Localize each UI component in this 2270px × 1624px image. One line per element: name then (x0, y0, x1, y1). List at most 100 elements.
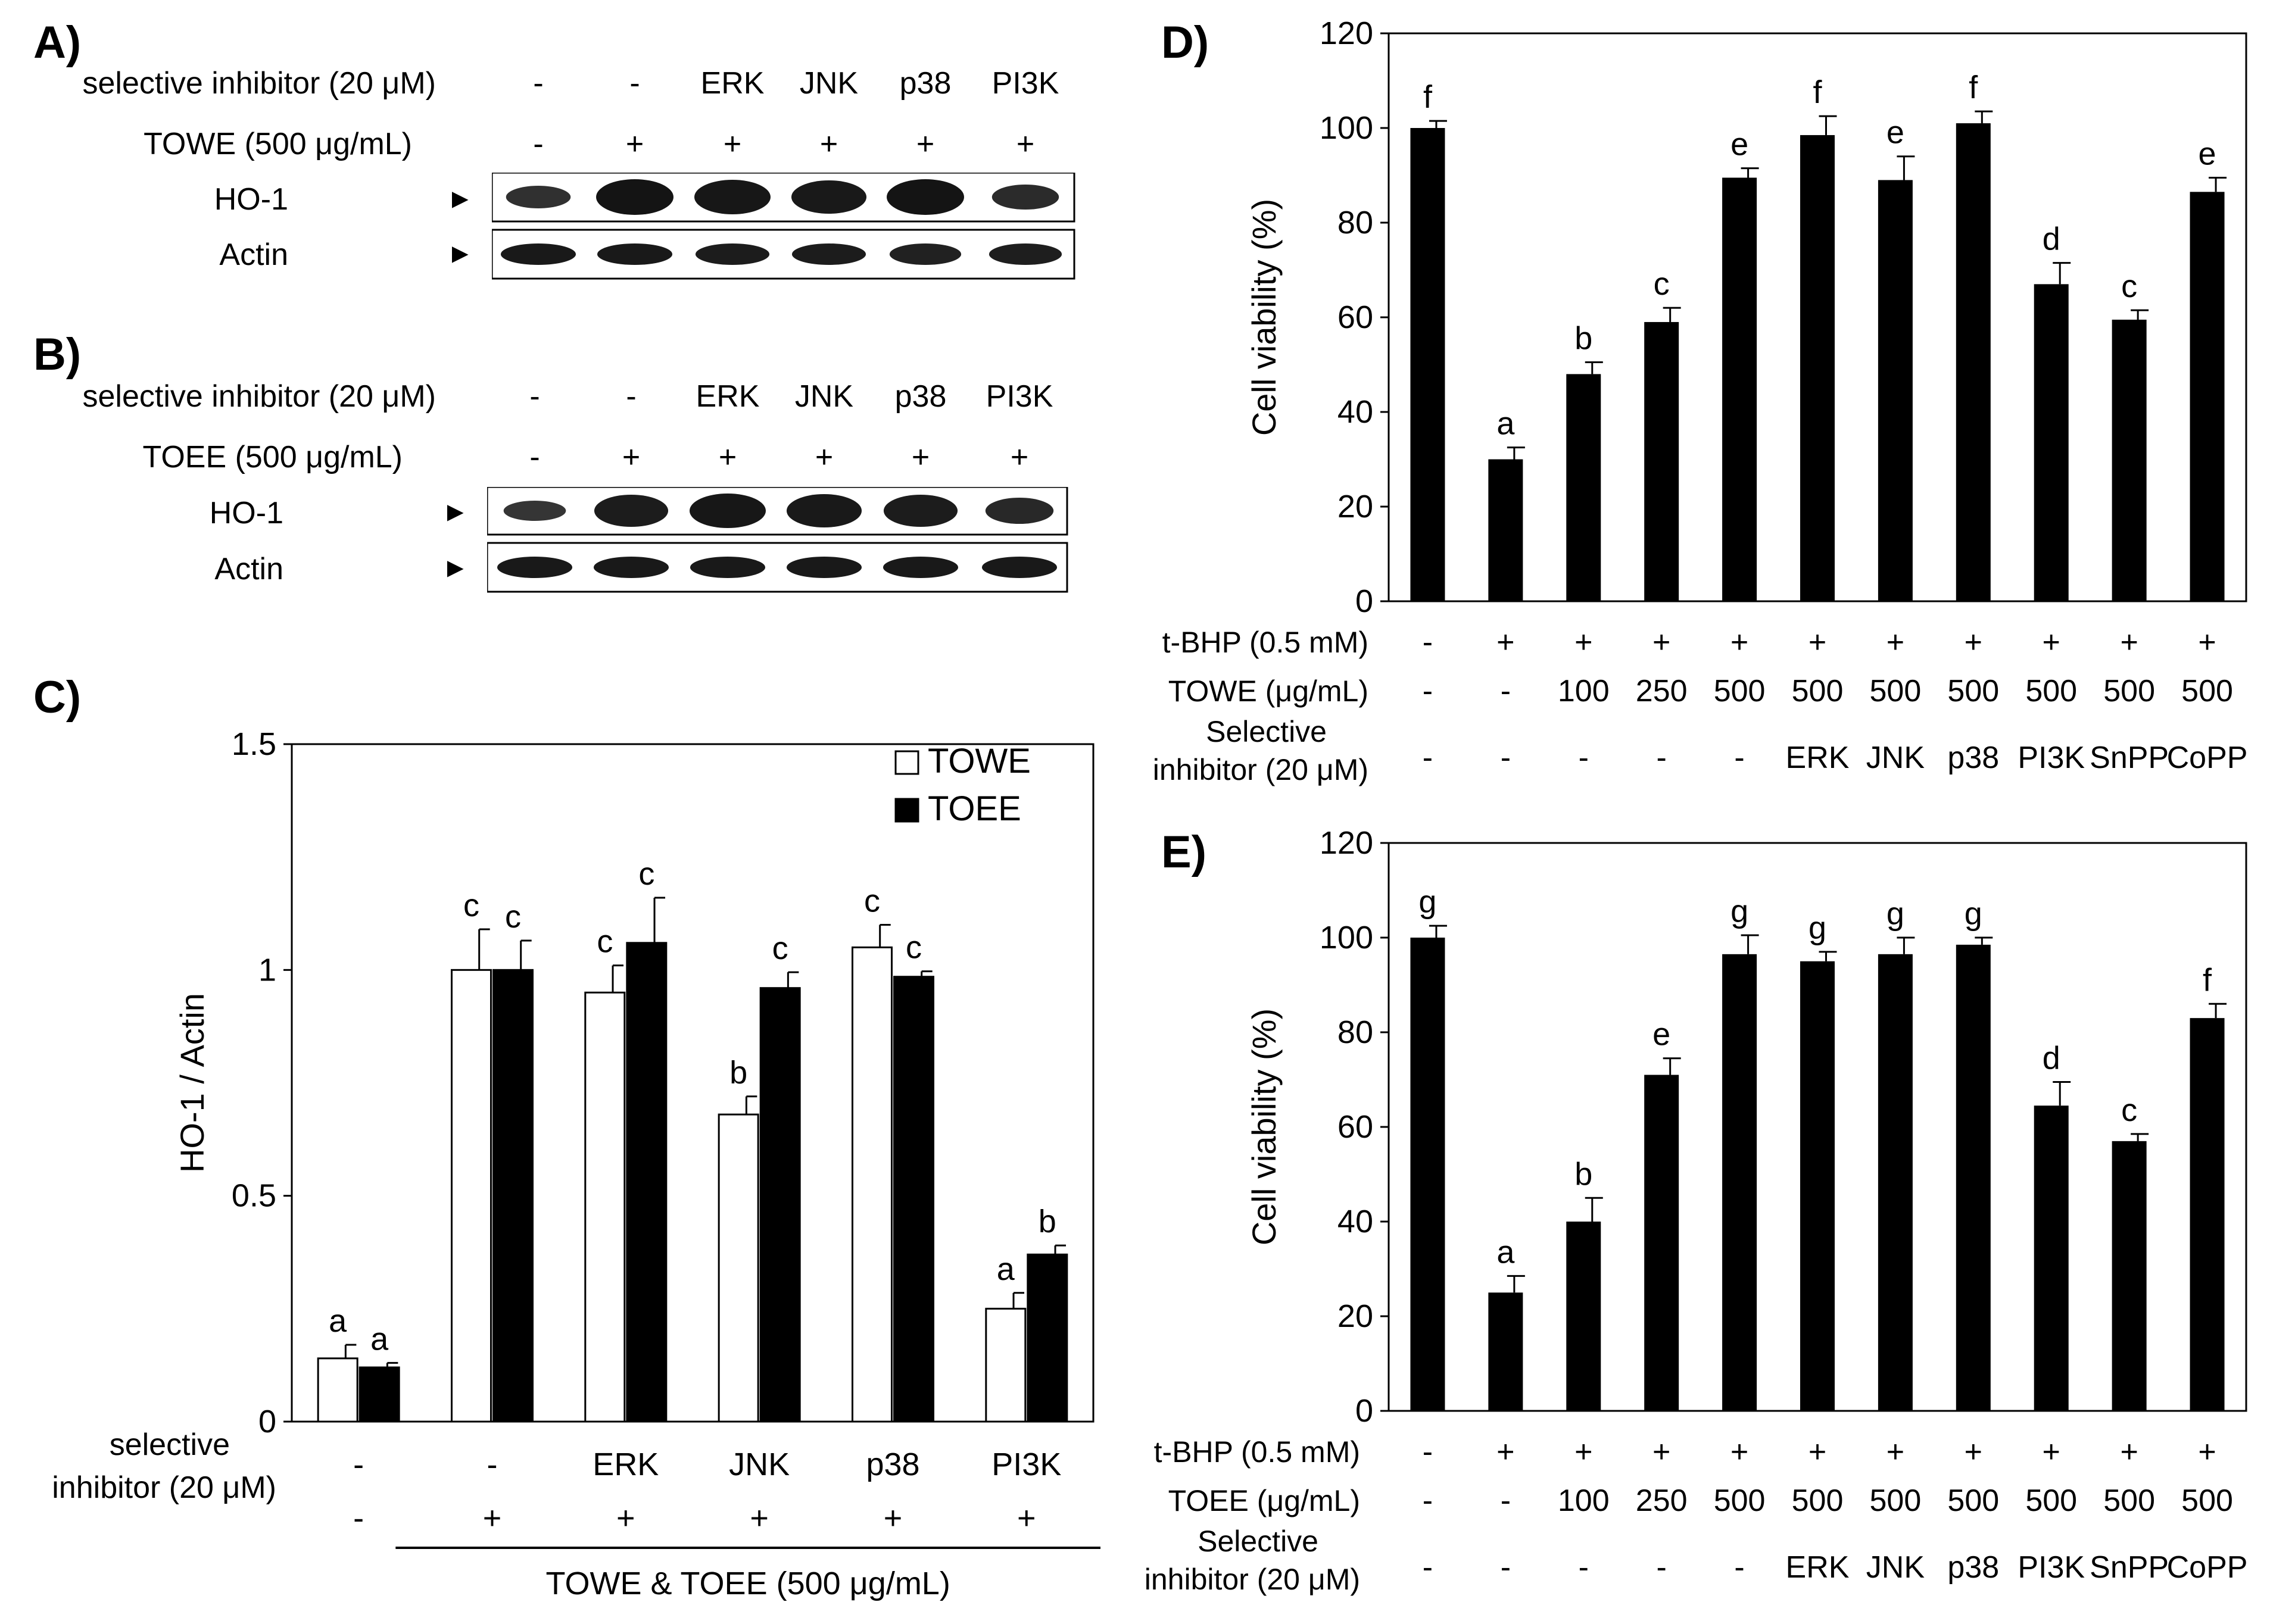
panel-c-label: C) (33, 672, 82, 723)
panel_b-actin-band (786, 557, 862, 578)
chart-d-ytick-label: 80 (1337, 205, 1373, 241)
chart-e-row1-value: 100 (1558, 1484, 1610, 1518)
chart-e-significance-letter: d (2043, 1040, 2060, 1076)
chart-d-row1-value: 100 (1558, 674, 1610, 708)
chart-d-row0-value: + (1808, 625, 1826, 660)
chart-c-ytick-label: 1.5 (232, 726, 276, 762)
chart-e-bar (2190, 1018, 2225, 1411)
chart-c-ytick-label: 1 (258, 952, 276, 988)
chart-e-row2-value: PI3K (2018, 1550, 2085, 1585)
chart-c-significance-letter: c (463, 888, 479, 923)
chart-d-row0-value: + (1730, 625, 1748, 660)
chart-e-bar (1800, 961, 1835, 1411)
chart-e-row1-value: 500 (1870, 1484, 1922, 1518)
panel-d-label: D) (1161, 17, 1209, 68)
chart-d-row2-value: p38 (1947, 741, 1999, 775)
chart-d-row0-value: + (1574, 625, 1592, 660)
panel_a-ho1-band (791, 180, 867, 214)
panel_b-actin-band (497, 557, 573, 578)
chart-c-ytick-label: 0 (258, 1404, 276, 1439)
chart-e-row2-value: p38 (1947, 1550, 1999, 1585)
chart-d-ytick-label: 60 (1337, 299, 1373, 335)
panel-a-blot (492, 173, 1075, 280)
chart-e-row0-value: + (1965, 1435, 1982, 1469)
chart-e-row2-value: JNK (1866, 1550, 1925, 1585)
chart-d-row1-value: 500 (1792, 674, 1844, 708)
panel-b-actin-arrow-icon: ► (442, 552, 469, 583)
chart-e-row1-value: 500 (2025, 1484, 2077, 1518)
chart-c-significance-letter: b (1039, 1204, 1056, 1239)
chart-e-row1-value: - (1423, 1484, 1433, 1518)
chart-e-bar (1722, 954, 1757, 1411)
chart-d-bar (2190, 192, 2225, 601)
chart-c-bar-towe (852, 946, 893, 1423)
chart-c-legend-swatch-toee (894, 798, 919, 823)
panel_b-ho1-band (503, 501, 566, 521)
chart-c-second-row-value: + (1017, 1500, 1036, 1536)
panel_b-ho1-band (985, 498, 1054, 524)
chart-d-significance-letter: c (1654, 266, 1670, 302)
chart-d-row2-value: SnPP (2090, 741, 2169, 775)
chart-d-row1-value: 500 (2025, 674, 2077, 708)
chart-d-significance-letter: f (1423, 79, 1433, 115)
chart-d-significance-letter: e (1887, 115, 1904, 151)
chart-d-row2-label-line2: inhibitor (20 μM) (1153, 753, 1368, 786)
panel-b-label: B) (33, 329, 82, 380)
chart-c-category-label: PI3K (991, 1447, 1061, 1482)
chart-d-bar (1410, 128, 1445, 601)
chart-e-row1-value: 500 (1792, 1484, 1844, 1518)
panel_a-actin-band (597, 243, 673, 265)
chart-e-row2-label-line1: Selective (1198, 1525, 1318, 1558)
panel_a-actin-band (989, 243, 1062, 265)
chart-d-ytick-label: 40 (1337, 394, 1373, 430)
panel_a-actin-band (500, 243, 576, 265)
chart-d-significance-letter: f (1813, 74, 1822, 110)
panel-e-label: E) (1161, 827, 1206, 877)
chart-e-row1-label: TOEE (μg/mL) (1168, 1484, 1360, 1517)
chart-c-significance-letter: b (729, 1055, 747, 1091)
panel-a-actin-blot-frame (492, 229, 1075, 280)
chart-e-row1-value: 500 (1714, 1484, 1766, 1518)
chart-c-row-label-line2: inhibitor (20 μM) (52, 1470, 276, 1505)
chart-c-second-row-value: + (750, 1500, 769, 1536)
chart-c-significance-letter: a (370, 1321, 389, 1357)
panel_b-ho1-band (786, 494, 862, 527)
chart-e-row1-value: 500 (1947, 1484, 1999, 1518)
chart-e-row0-value: + (1574, 1435, 1592, 1469)
panel-b-blot (487, 487, 1068, 593)
chart-d-ytick-label: 120 (1320, 15, 1373, 51)
chart-e-row0-value: + (1730, 1435, 1748, 1469)
chart-e-bar (1878, 954, 1913, 1411)
chart-c-second-row-value: + (616, 1500, 635, 1536)
chart-d-significance-letter: d (2043, 221, 2060, 257)
panel_b-ho1-band (689, 494, 766, 528)
chart-e-row1-value: 500 (2103, 1484, 2155, 1518)
chart-d-row0-value: + (1965, 625, 1982, 660)
panel-b-inhibitor-row-label: selective inhibitor (20 μM) (82, 379, 436, 414)
chart-c-significance-letter: c (906, 930, 922, 966)
chart-c-significance-letter: c (505, 899, 521, 935)
chart-d-significance-letter: b (1574, 321, 1592, 357)
panel-a-inhibitor-row-label: selective inhibitor (20 μM) (82, 66, 436, 101)
chart-e-row2-value: - (1657, 1550, 1667, 1585)
chart-d-bar (1488, 459, 1523, 601)
chart-d-row0-value: + (2198, 625, 2216, 660)
chart-d-significance-letter: e (1730, 127, 1748, 163)
chart-c-bar-towe (718, 1113, 759, 1423)
chart-d-row2-value: - (1657, 741, 1667, 775)
chart-d-row1-value: 500 (1714, 674, 1766, 708)
chart-d-bar (1644, 321, 1679, 601)
chart-d-significance-letter: e (2199, 136, 2216, 171)
chart-e-significance-letter: g (1965, 896, 1982, 932)
chart-e-ytick-label: 0 (1355, 1393, 1373, 1429)
chart-e-ylabel: Cell viability (%) (1245, 1008, 1283, 1245)
chart-e-bar (1566, 1222, 1601, 1411)
chart-c-legend-label-toee: TOEE (928, 789, 1021, 828)
panel-a-actin-arrow-icon: ► (447, 238, 474, 268)
chart-d-row1-value: 500 (2181, 674, 2233, 708)
panel_a-ho1-band (991, 185, 1059, 210)
chart-c-second-row-value: - (353, 1500, 364, 1536)
chart-e-bar (1410, 938, 1445, 1411)
chart-d-row2-value: - (1501, 741, 1511, 775)
